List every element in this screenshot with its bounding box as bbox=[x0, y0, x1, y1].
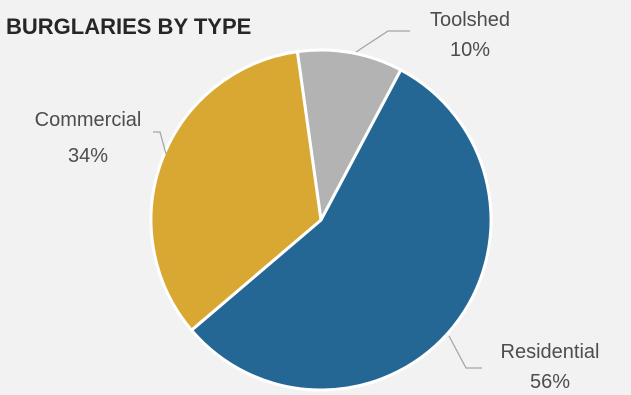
leader-line-toolshed bbox=[355, 30, 410, 53]
pie-slice-toolshed bbox=[295, 48, 403, 222]
leader-line-commercial bbox=[153, 131, 167, 155]
data-label-commercial-percent: 34% bbox=[68, 145, 108, 167]
data-label-residential-name: Residential bbox=[501, 341, 600, 363]
leader-line-residential bbox=[448, 335, 482, 369]
chart-title: BURGLARIES BY TYPE bbox=[6, 14, 251, 39]
data-label-residential-percent: 56% bbox=[530, 371, 570, 393]
data-label-toolshed-percent: 10% bbox=[450, 39, 490, 61]
pie-slice-residential bbox=[190, 68, 493, 392]
data-label-commercial-name: Commercial bbox=[35, 109, 142, 131]
data-label-toolshed-name: Toolshed bbox=[430, 9, 510, 31]
pie-slice-commercial bbox=[149, 50, 323, 332]
